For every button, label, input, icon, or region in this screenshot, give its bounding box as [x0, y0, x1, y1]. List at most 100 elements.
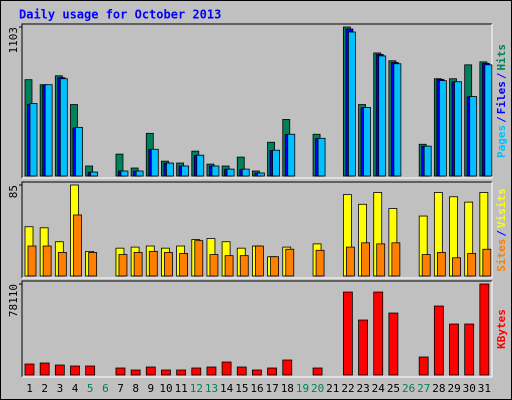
bar	[373, 291, 384, 376]
x-tick-label: 14	[220, 382, 234, 395]
bar	[433, 305, 444, 376]
bar	[57, 252, 67, 277]
legend-entry: Hits	[495, 44, 508, 71]
bar	[239, 255, 249, 277]
plot-border-dark	[21, 181, 492, 278]
bar	[267, 367, 277, 376]
bar	[363, 107, 371, 177]
bar	[29, 103, 38, 177]
bar	[376, 243, 386, 277]
x-tick-label: 13	[205, 382, 218, 395]
bar	[464, 323, 475, 376]
bar	[85, 365, 96, 376]
legend: Pages/Files/Hits	[495, 44, 508, 158]
bar	[252, 369, 262, 376]
plot-border-light	[22, 281, 493, 378]
bar	[272, 149, 280, 177]
legend-entry: Pages	[495, 125, 508, 158]
bar	[436, 252, 446, 277]
x-tick-label: 25	[387, 382, 400, 395]
bar	[75, 126, 83, 177]
bar	[421, 254, 431, 277]
legend: Sites / Visits	[495, 188, 508, 272]
x-tick-label: 28	[432, 382, 445, 395]
bar	[24, 363, 35, 376]
x-tick-label: 3	[57, 382, 64, 395]
x-tick-label: 23	[357, 382, 370, 395]
x-tick-label: 26	[402, 382, 415, 395]
bar	[164, 252, 173, 277]
bar	[44, 84, 53, 177]
bar	[196, 154, 205, 177]
bar	[181, 165, 190, 177]
bar	[241, 168, 250, 177]
x-tick-label: 29	[447, 382, 460, 395]
bar	[467, 253, 477, 277]
bar	[211, 165, 220, 177]
x-tick-label: 22	[341, 382, 354, 395]
bar	[342, 291, 353, 376]
x-tick-label: 30	[463, 382, 476, 395]
x-tick-label: 10	[159, 382, 172, 395]
chart-title: Daily usage for October 2013	[19, 8, 221, 22]
x-tick-label: 24	[372, 382, 386, 395]
y-tick-label: 78110	[7, 284, 20, 317]
bar	[482, 248, 492, 277]
bar	[388, 312, 399, 376]
bar	[347, 31, 356, 177]
plot-border-dark	[21, 280, 492, 377]
bar	[59, 78, 68, 177]
legend-entry: KBytes	[495, 309, 508, 349]
bar	[257, 172, 265, 177]
bar	[191, 367, 202, 376]
x-tick-label: 5	[87, 382, 94, 395]
bar	[133, 252, 143, 277]
bar	[317, 137, 326, 177]
bar	[42, 245, 52, 277]
legend-entry: Visits	[495, 188, 508, 228]
x-tick-label: 31	[478, 382, 491, 395]
bar	[150, 148, 159, 177]
bar	[54, 364, 65, 376]
bar	[418, 356, 429, 376]
bar	[423, 145, 432, 177]
x-tick-label: 1	[26, 382, 33, 395]
bar	[393, 63, 402, 177]
bar	[206, 366, 217, 376]
bar	[27, 245, 37, 277]
bar	[166, 162, 174, 177]
x-tick-label: 6	[102, 382, 109, 395]
x-tick-label: 20	[311, 382, 324, 395]
bar	[454, 81, 462, 177]
bar	[270, 256, 279, 277]
bar	[194, 240, 204, 277]
bar	[161, 369, 171, 376]
bar	[148, 250, 158, 277]
bar	[391, 242, 401, 277]
bar	[135, 170, 144, 177]
x-tick-label: 21	[326, 382, 339, 395]
legend: KBytes	[495, 309, 508, 349]
x-tick-label: 27	[417, 382, 430, 395]
bar	[358, 319, 368, 376]
bar	[120, 170, 129, 177]
bar	[255, 245, 264, 277]
bar	[115, 367, 126, 376]
legend-separator: /	[495, 116, 508, 123]
plot-area	[22, 24, 492, 178]
bar	[484, 64, 493, 177]
bar	[361, 242, 370, 277]
x-tick-label: 8	[132, 382, 139, 395]
bar	[73, 214, 82, 277]
bar	[285, 248, 295, 277]
bar	[118, 254, 128, 277]
bar	[312, 367, 323, 376]
legend-separator: /	[495, 230, 508, 237]
bar	[236, 366, 247, 376]
legend-separator: /	[495, 72, 508, 79]
bar	[179, 253, 189, 277]
bar	[88, 252, 98, 277]
bar	[209, 254, 219, 277]
x-tick-label: 16	[250, 382, 263, 395]
bar	[224, 255, 234, 277]
